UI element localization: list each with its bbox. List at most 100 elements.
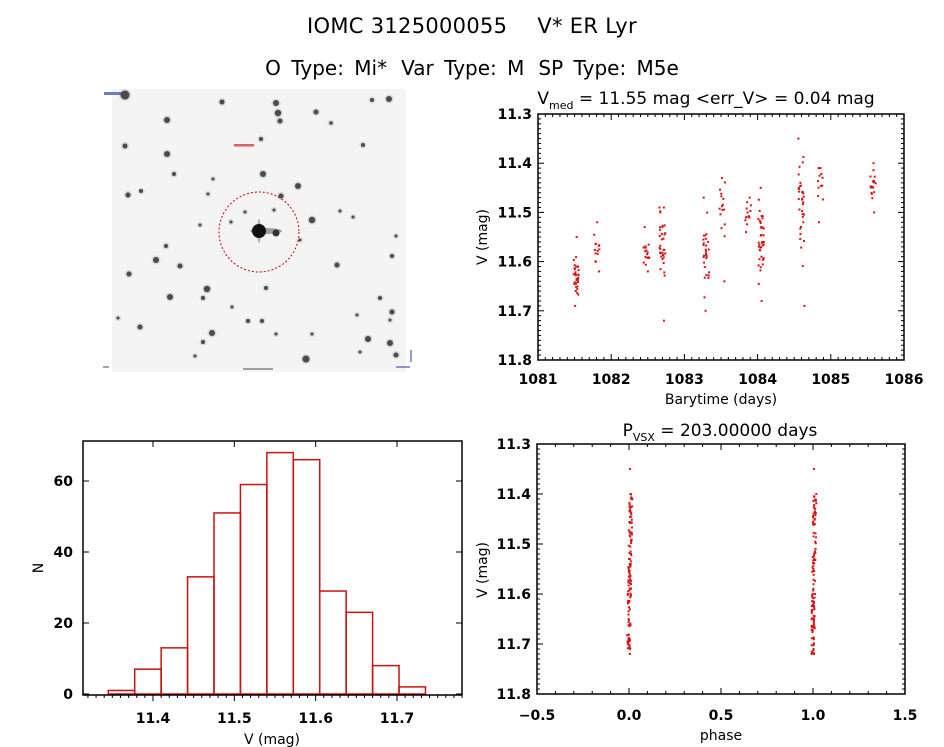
light-curve-point: [873, 191, 876, 194]
light-curve-point: [658, 246, 661, 249]
phased-curve-point: [627, 566, 630, 569]
light-curve-point: [869, 175, 872, 178]
light-curve-point: [574, 271, 577, 274]
phased-curve-point: [812, 638, 815, 641]
phased-curve-point: [812, 531, 815, 534]
phased-curve-point: [812, 564, 815, 567]
phased-curve-point: [629, 579, 632, 582]
star: [193, 354, 197, 358]
light-curve-point: [575, 277, 578, 280]
star: [177, 263, 183, 269]
histogram-bar: [160, 647, 189, 695]
light-curve-point: [757, 198, 760, 201]
phased-curve-point: [628, 558, 631, 561]
phased-curve-point: [629, 535, 632, 538]
star: [243, 210, 247, 214]
phased-curve-point: [811, 609, 814, 612]
star: [229, 220, 233, 224]
phased-curve-point: [812, 620, 815, 623]
light-curve-point: [596, 252, 599, 255]
light-curve-point: [644, 263, 647, 266]
phased-curve-point: [627, 544, 630, 547]
phased-curve-point: [630, 497, 633, 500]
light-curve-point: [870, 192, 873, 195]
light-curve-point: [723, 235, 726, 238]
light-curve-point: [720, 227, 723, 230]
phased-curve-point: [812, 514, 815, 517]
light-curve-point: [703, 296, 706, 299]
phased-curve-point: [812, 523, 815, 526]
light-curve-point: [574, 272, 577, 275]
light-curve-point: [574, 274, 577, 277]
light-curve-point: [801, 203, 804, 206]
light-curve-point: [801, 197, 804, 200]
light-curve-point: [702, 234, 705, 237]
light-curve-point: [702, 254, 705, 257]
phased-curve-point: [628, 505, 631, 508]
light-curve-point: [758, 209, 761, 212]
star: [393, 352, 399, 358]
light-curve-point: [577, 276, 580, 279]
phased-curve-point: [813, 608, 816, 611]
phased-curve-point: [627, 643, 630, 646]
star: [120, 90, 130, 100]
phased-curve-point: [813, 495, 816, 498]
light-curve-point: [594, 242, 597, 245]
light-curve-point: [574, 282, 577, 285]
phased-curve-point: [814, 499, 817, 502]
light-curve-ytick-label: 11.7: [497, 304, 532, 320]
phased-curve-point: [628, 510, 631, 513]
star: [351, 215, 355, 219]
star: [273, 100, 279, 106]
light-curve-point: [757, 217, 760, 220]
phased-curve-point: [811, 556, 814, 559]
light-curve-point: [593, 249, 596, 252]
phased-curve-point: [810, 652, 813, 655]
histogram-ytick-label: 60: [54, 474, 74, 490]
light-curve-point: [598, 270, 601, 273]
phased-curve-point: [810, 637, 813, 640]
light-curve-point: [576, 292, 579, 295]
phased-curve-point: [631, 526, 634, 529]
histogram-bar: [398, 686, 427, 695]
phased-curve-ylabel: V (mag): [475, 542, 491, 598]
light-curve-point: [661, 224, 664, 227]
phased-curve-point: [628, 638, 631, 641]
phased-curve-point: [630, 496, 633, 499]
phased-curve-point: [810, 611, 813, 614]
star: [370, 98, 374, 102]
light-curve-point: [803, 304, 806, 307]
light-curve-point: [576, 287, 579, 290]
light-curve-point: [572, 258, 575, 261]
star: [260, 319, 264, 323]
phased-curve-point: [628, 646, 631, 649]
phased-curve-point: [628, 530, 631, 533]
phased-curve-point: [814, 559, 817, 562]
light-curve-point: [799, 227, 802, 230]
light-curve-point: [817, 186, 820, 189]
light-curve-point: [719, 213, 722, 216]
phased-curve-point: [628, 572, 631, 575]
light-curve-point: [659, 210, 662, 213]
light-curve-point: [705, 257, 708, 260]
light-curve-point: [745, 207, 748, 210]
light-curve-point: [659, 268, 662, 271]
light-curve-ytick-label: 11.4: [497, 156, 532, 172]
phased-curve-title: PVSX = 203.00000 days: [623, 421, 818, 444]
light-curve-point: [821, 176, 824, 179]
light-curve-point: [573, 267, 576, 270]
phased-curve-point: [629, 578, 632, 581]
light-curve-point: [660, 255, 663, 258]
phased-curve-point: [810, 628, 813, 631]
histogram-xtick-label: 11.6: [298, 711, 333, 727]
phased-curve-point: [812, 587, 815, 590]
star: [358, 350, 362, 354]
light-curve-point: [762, 227, 765, 230]
phased-curve-ytick-label: 11.8: [496, 687, 531, 703]
light-curve-point: [802, 240, 805, 243]
phased-curve-point: [630, 582, 633, 585]
light-curve-point: [662, 206, 665, 209]
light-curve-point: [749, 209, 752, 212]
light-curve-point: [662, 256, 665, 259]
light-curve-point: [645, 249, 648, 252]
